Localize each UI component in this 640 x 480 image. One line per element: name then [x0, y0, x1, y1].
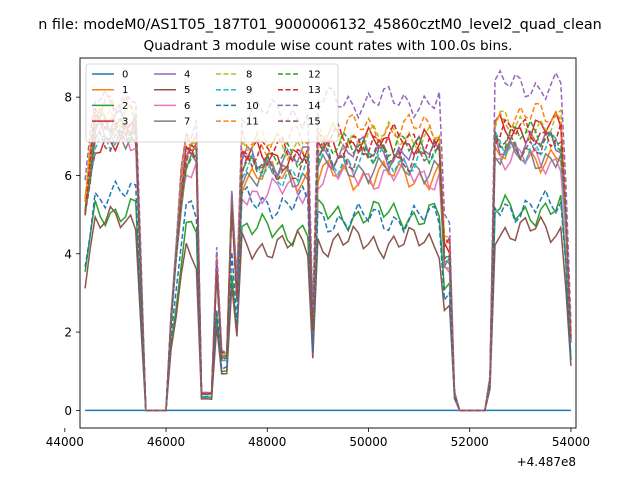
legend-label-5: 5 [184, 85, 190, 96]
x-tick-label: 50000 [349, 435, 387, 449]
legend-label-3: 3 [122, 117, 128, 128]
legend-label-14: 14 [308, 101, 321, 112]
axes-frame [79, 57, 577, 429]
y-tick-label: 0 [64, 404, 72, 418]
y-tick-label: 4 [64, 247, 72, 261]
y-axis: 0 2 4 6 8 [64, 91, 80, 418]
legend-label-11: 11 [246, 117, 259, 128]
y-tick-label: 6 [64, 169, 72, 183]
legend-label-12: 12 [308, 70, 321, 81]
x-offset-label: +4.487e8 [517, 455, 576, 469]
legend-box [85, 63, 339, 143]
legend-label-6: 6 [184, 101, 190, 112]
series-line-9 [84, 125, 572, 412]
legend-label-7: 7 [184, 117, 190, 128]
y-tick-label: 8 [64, 91, 72, 105]
x-tick-label: 46000 [147, 435, 185, 449]
legend-label-1: 1 [122, 85, 128, 96]
plot-area: 44000 46000 48000 50000 52000 54000 0 2 4 6 8 +4.… [46, 57, 590, 469]
figure-suptitle: n file: modeM0/AS1T05_187T01_9000006132_… [38, 17, 602, 33]
legend-label-9: 9 [246, 85, 252, 96]
x-tick-label: 44000 [46, 435, 84, 449]
x-tick-label: 48000 [248, 435, 286, 449]
series-line-15 [84, 119, 572, 412]
legend-label-8: 8 [246, 70, 252, 81]
series-lines [84, 69, 572, 412]
y-tick-label: 2 [64, 326, 72, 340]
x-tick-label: 52000 [451, 435, 489, 449]
legend-label-2: 2 [122, 101, 128, 112]
legend-label-0: 0 [122, 70, 128, 81]
legend-label-15: 15 [308, 117, 321, 128]
x-axis: 44000 46000 48000 50000 52000 54000 [46, 428, 590, 449]
chart-title: Quadrant 3 module wise count rates with … [144, 38, 513, 54]
legend-label-4: 4 [184, 70, 190, 81]
x-tick-label: 54000 [552, 435, 590, 449]
series-line-12 [84, 111, 572, 412]
legend-label-13: 13 [308, 85, 321, 96]
legend-label-10: 10 [246, 101, 259, 112]
